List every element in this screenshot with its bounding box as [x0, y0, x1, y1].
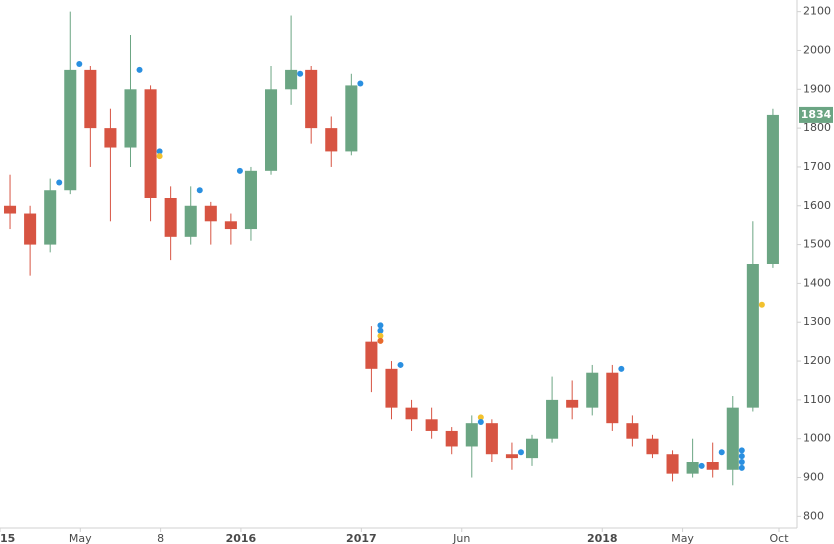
y-tick-label: 2000 — [803, 43, 831, 56]
x-tick-label: 2016 — [226, 532, 257, 544]
event-marker — [357, 80, 364, 87]
candle-body — [325, 128, 338, 152]
candle-body — [184, 205, 197, 237]
candle-body — [144, 89, 157, 198]
candle-body — [726, 407, 739, 470]
candle-body — [626, 423, 639, 439]
candle-body — [646, 438, 659, 455]
event-marker — [377, 322, 384, 329]
y-tick-label: 1100 — [803, 393, 831, 406]
candle-body — [706, 462, 719, 470]
y-tick-label: 1800 — [803, 121, 831, 134]
x-tick-label: 2018 — [587, 532, 618, 544]
event-marker — [236, 167, 243, 174]
event-marker — [738, 459, 745, 465]
event-marker — [377, 332, 384, 339]
y-tick-label: 900 — [803, 471, 824, 484]
y-tick-label: 1900 — [803, 82, 831, 95]
candle-body — [485, 423, 498, 455]
candle-body — [345, 85, 358, 152]
candle-body — [525, 438, 539, 459]
candle-body — [244, 170, 257, 230]
y-tick-label: 1700 — [803, 160, 831, 173]
x-tick-label: Oct — [769, 532, 789, 544]
candle-body — [224, 221, 237, 230]
candle-body — [425, 419, 438, 431]
event-marker — [196, 187, 203, 194]
candle-body — [4, 205, 17, 214]
candle-body — [505, 454, 518, 459]
last-price-label: 1834 — [801, 108, 832, 121]
candle-body — [124, 89, 137, 148]
candle-body — [285, 69, 298, 90]
candle-body — [44, 190, 57, 245]
y-tick-label: 800 — [803, 509, 824, 522]
event-marker — [156, 153, 163, 160]
candle-body — [164, 198, 177, 237]
event-marker — [618, 365, 625, 372]
event-marker — [377, 337, 384, 344]
event-marker — [156, 148, 163, 155]
candle-body — [365, 341, 378, 369]
candle-body — [265, 89, 278, 171]
candle-body — [64, 69, 77, 191]
y-tick-label: 2100 — [803, 5, 831, 18]
candle-body — [385, 368, 398, 408]
event-marker — [76, 61, 83, 68]
event-marker — [698, 462, 705, 469]
event-marker — [738, 447, 745, 454]
event-marker — [136, 66, 143, 73]
candle-body — [546, 399, 559, 439]
x-tick-label: 2015 — [0, 532, 15, 544]
candle-body — [445, 430, 458, 447]
candle-body — [465, 423, 478, 447]
candle-body — [586, 372, 599, 408]
candle-body — [84, 69, 97, 129]
event-marker — [56, 179, 63, 186]
candle-body — [104, 128, 117, 148]
y-tick-label: 1300 — [803, 315, 831, 328]
event-marker — [397, 361, 404, 368]
event-marker — [758, 301, 765, 308]
event-marker — [517, 449, 524, 456]
candle-body — [766, 114, 779, 264]
y-tick-label: 1600 — [803, 199, 831, 212]
x-tick-label: May — [69, 532, 92, 544]
event-marker — [738, 464, 745, 471]
event-marker — [718, 449, 725, 456]
candle-body — [305, 69, 318, 129]
event-marker — [477, 419, 484, 426]
x-tick-label: 8 — [157, 532, 164, 544]
x-tick-label: May — [671, 532, 694, 544]
candle-body — [204, 205, 217, 222]
event-marker — [377, 327, 384, 334]
last-price-box — [799, 106, 833, 123]
candle-body — [606, 372, 619, 424]
candle-body — [746, 264, 759, 408]
x-tick-label: Jun — [452, 532, 470, 544]
x-tick-label: 2017 — [346, 532, 377, 544]
y-tick-label: 1000 — [803, 432, 831, 445]
event-marker — [297, 70, 304, 77]
candle-body — [666, 454, 679, 474]
candle-body — [405, 407, 418, 420]
candle-body — [686, 462, 699, 474]
event-marker — [738, 453, 745, 460]
candle-body — [24, 213, 37, 245]
y-tick-label: 1400 — [803, 276, 831, 289]
y-tick-label: 1500 — [803, 238, 831, 251]
candle-body — [566, 399, 579, 408]
y-tick-label: 1200 — [803, 354, 831, 367]
event-marker — [477, 414, 484, 421]
